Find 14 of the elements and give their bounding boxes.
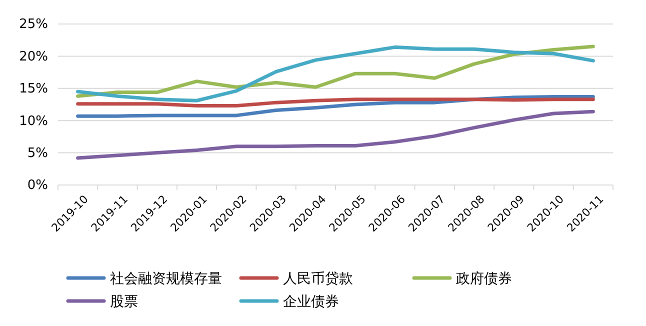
line-series	[76, 110, 595, 160]
y-tick-label: 20%	[19, 49, 48, 64]
y-tick-label: 5%	[27, 146, 48, 161]
y-tick-label: 0%	[27, 178, 48, 194]
line-series	[76, 95, 595, 118]
legend-label: 人民币贷款	[283, 270, 353, 287]
legend-label: 股票	[110, 294, 138, 310]
legend-label: 社会融资规模存量	[110, 270, 222, 287]
y-tick-label: 15%	[19, 82, 48, 97]
line-series	[76, 98, 595, 108]
y-tick-label: 10%	[19, 114, 48, 129]
y-tick-label: 25%	[19, 17, 48, 32]
legend-label: 企业债券	[283, 294, 339, 310]
legend-label: 政府债券	[456, 270, 512, 287]
